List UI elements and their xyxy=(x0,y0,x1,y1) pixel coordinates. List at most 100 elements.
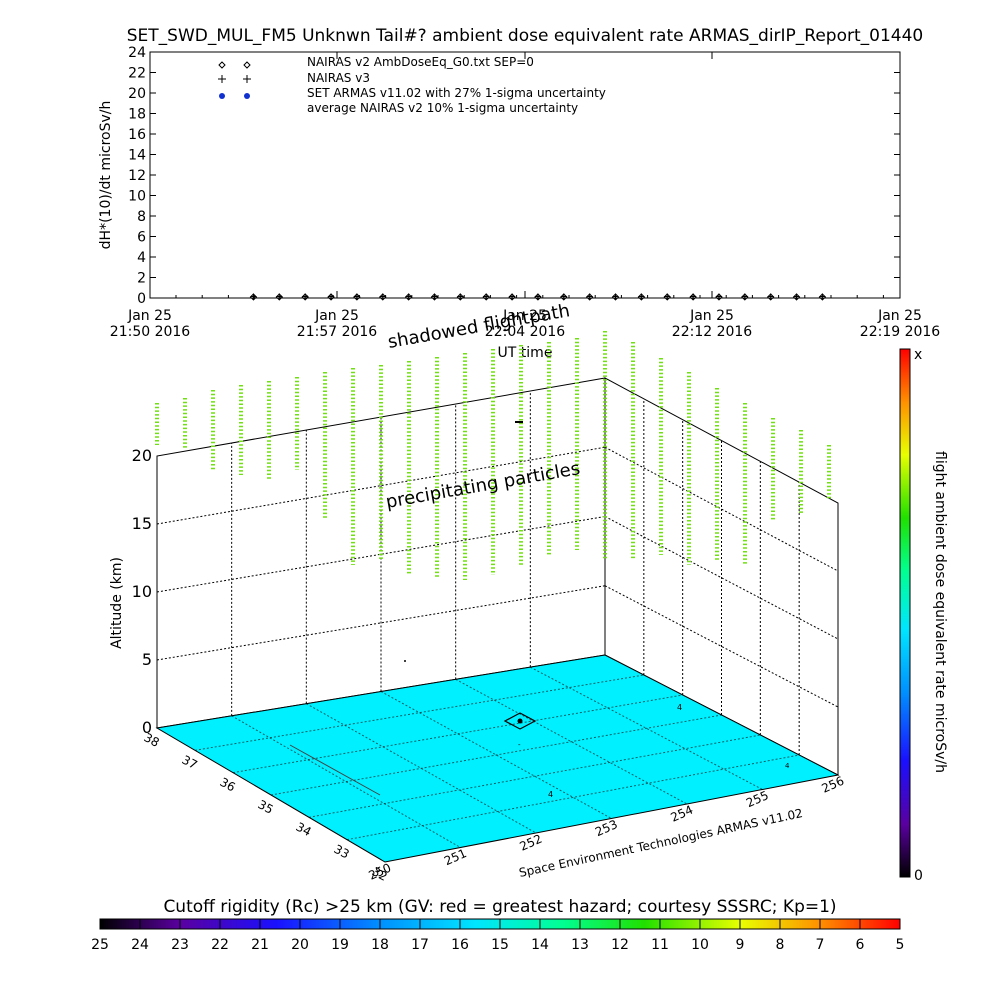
nairas-v3-point xyxy=(276,293,283,300)
cutoff-rigidity-tick-label: 17 xyxy=(411,937,429,953)
cutoff-rigidity-tick-label: 10 xyxy=(691,937,709,953)
legend-label-average-nairas: average NAIRAS v2 10% 1-sigma uncertaint… xyxy=(307,101,578,115)
cutoff-rigidity-colorbar-panel: Cutoff rigidity (Rc) >25 km (GV: red = g… xyxy=(91,897,904,953)
legend-dot-symbols xyxy=(219,93,250,99)
chart-title: SET_SWD_MUL_FM5 Unknwn Tail#? ambient do… xyxy=(127,26,924,46)
top-y-tick-label: 0 xyxy=(137,291,146,307)
nairas-v3-point xyxy=(302,293,309,300)
nairas-v3-point xyxy=(250,293,257,300)
nairas-v3-point xyxy=(379,293,386,300)
dose-rate-colorbar-top-label: x xyxy=(914,347,922,363)
top-y-axis-label: dH*(10)/dt microSv/h xyxy=(98,101,114,250)
cutoff-rigidity-tick-label: 6 xyxy=(856,937,865,953)
top-y-tick-label: 8 xyxy=(137,209,146,225)
top-x-tick-label-date: Jan 25 xyxy=(127,308,172,324)
svg-text:4: 4 xyxy=(677,703,682,712)
top-y-tick-label: 12 xyxy=(128,168,146,184)
nairas-v3-point xyxy=(819,293,826,300)
top-y-tick-label: 2 xyxy=(137,271,146,287)
altitude-tick-label: 20 xyxy=(132,446,152,465)
cutoff-rigidity-tick-label: 24 xyxy=(131,937,149,953)
cutoff-rigidity-ticks: 25 24 23 22 21 20 19 18 17 16 15 14 13 12 11 10 9 8 7 6 5 xyxy=(91,919,904,953)
cutoff-rigidity-tick-label: 13 xyxy=(571,937,589,953)
legend-label-set-armas: SET ARMAS v11.02 with 27% 1-sigma uncert… xyxy=(307,86,606,100)
legend-plus-symbols xyxy=(218,75,251,83)
floor-latitude-gridline xyxy=(346,754,800,841)
altitude-tick-label: 15 xyxy=(132,514,152,533)
cutoff-rigidity-tick-label: 12 xyxy=(611,937,629,953)
cutoff-rigidity-tick-label: 9 xyxy=(736,937,745,953)
nairas-v3-point xyxy=(715,293,722,300)
cutoff-rigidity-tick-label: 5 xyxy=(896,937,905,953)
top-y-tick-label: 22 xyxy=(128,66,146,82)
latitude-ticks: 38 37 36 35 34 33 32 xyxy=(142,730,390,884)
dose-rate-colorbar xyxy=(899,348,911,878)
dose-rate-colorbar-bottom-label: 0 xyxy=(914,868,923,884)
cutoff-rigidity-tick-label: 20 xyxy=(291,937,309,953)
svg-text:-: - xyxy=(518,741,521,749)
top-y-tick-label: 24 xyxy=(128,45,146,61)
nairas-v3-point xyxy=(638,293,645,300)
stray-point xyxy=(404,660,406,662)
top-y-tick-label: 14 xyxy=(128,148,146,164)
dose-rate-colorbar-label: flight ambient dose equivalent rate micr… xyxy=(932,451,948,773)
cutoff-rigidity-tick-label: 16 xyxy=(451,937,469,953)
top-y-tick-label: 16 xyxy=(128,127,146,143)
altitude-tick-label: 5 xyxy=(142,650,152,669)
top-y-tick-label: 10 xyxy=(128,189,146,205)
cutoff-rigidity-tick-label: 19 xyxy=(331,937,349,953)
cutoff-rigidity-tick-label: 11 xyxy=(651,937,669,953)
nairas-v3-point xyxy=(431,293,438,300)
cutoff-rigidity-tick-label: 18 xyxy=(371,937,389,953)
wall-grid-lines xyxy=(156,391,839,755)
latitude-tick-label: 34 xyxy=(294,820,314,840)
nairas-v3-point xyxy=(793,293,800,300)
floor-latitude-gridline xyxy=(232,694,683,774)
floor-latitude-gridline xyxy=(270,714,722,796)
nairas-v3-point xyxy=(483,293,490,300)
nairas-v3-point xyxy=(405,293,412,300)
svg-text:4: 4 xyxy=(548,790,553,799)
cutoff-rigidity-tick-label: 21 xyxy=(251,937,269,953)
cutoff-rigidity-tick-label: 22 xyxy=(211,937,229,953)
floor-latitude-gridline xyxy=(308,734,761,818)
latitude-tick-label: 38 xyxy=(142,730,162,750)
nairas-v3-point xyxy=(664,293,671,300)
legend-label-nairas-v3: NAIRAS v3 xyxy=(307,71,370,85)
top-x-tick-label-time: 21:50 2016 xyxy=(110,324,191,340)
floor-grid-lines xyxy=(194,666,800,848)
top-x-tick-label-time: 21:57 2016 xyxy=(297,324,378,340)
nairas-v3-point xyxy=(328,293,335,300)
nairas-v3-point xyxy=(509,293,516,300)
latitude-tick-label: 35 xyxy=(256,797,276,817)
top-y-tick-label: 6 xyxy=(137,230,146,246)
cutoff-rigidity-tick-label: 15 xyxy=(491,937,509,953)
nairas-v3-point xyxy=(741,293,748,300)
latitude-tick-label: 33 xyxy=(332,842,352,862)
nairas-v3-point xyxy=(457,293,464,300)
legend-diamond-symbols xyxy=(218,61,251,69)
top-x-tick-label-date: Jan 25 xyxy=(877,308,922,324)
legend-label-nairas-v2: NAIRAS v2 AmbDoseEq_G0.txt SEP=0 xyxy=(307,55,534,69)
latitude-tick-label: 37 xyxy=(180,753,200,773)
altitude-ticks: 0 5 10 15 20 xyxy=(132,446,152,737)
cutoff-rigidity-tick-label: 14 xyxy=(531,937,549,953)
top-series-points xyxy=(249,293,827,301)
top-legend: NAIRAS v2 AmbDoseEq_G0.txt SEP=0 NAIRAS … xyxy=(218,55,606,115)
latitude-tick-label: 36 xyxy=(218,775,238,795)
cutoff-rigidity-tick-label: 25 xyxy=(91,937,109,953)
cutoff-rigidity-tick-label: 7 xyxy=(816,937,825,953)
top-y-tick-label: 4 xyxy=(137,250,146,266)
altitude-tick-label: 10 xyxy=(132,582,152,601)
nairas-v3-point xyxy=(560,293,567,300)
nairas-v3-point xyxy=(353,293,360,300)
nairas-v3-point xyxy=(612,293,619,300)
precipitating-particles-columns xyxy=(155,331,831,580)
top-x-tick-label-time: 22:19 2016 xyxy=(860,324,941,340)
nairas-v3-point xyxy=(586,293,593,300)
